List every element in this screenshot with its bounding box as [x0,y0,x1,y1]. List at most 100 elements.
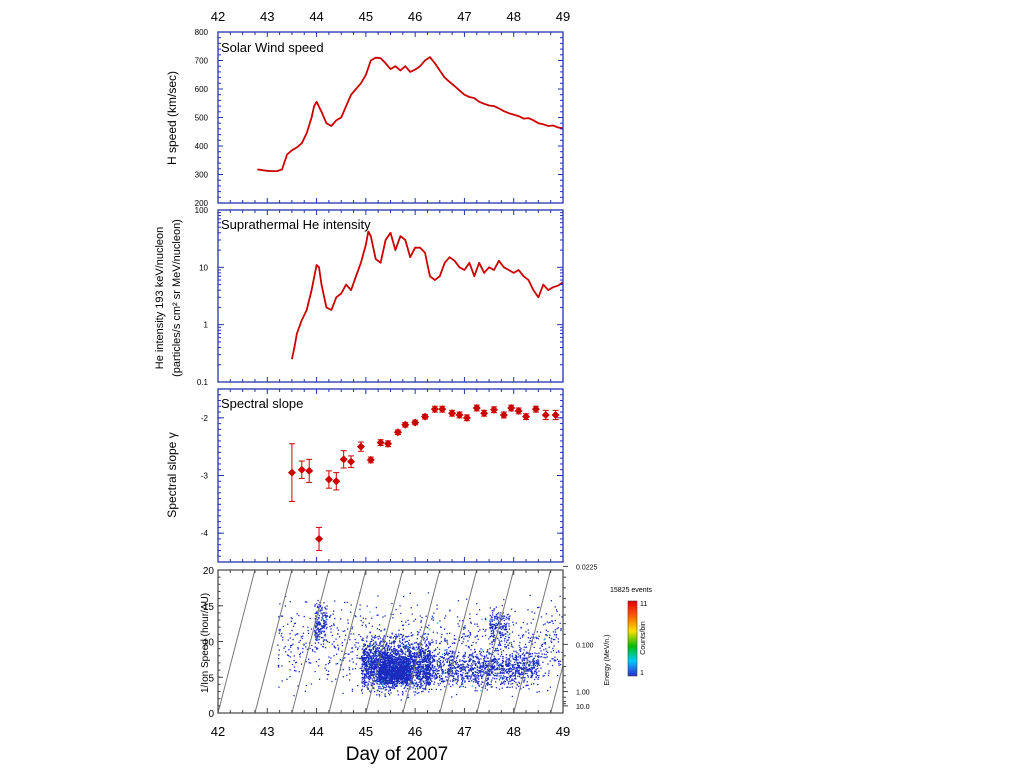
slope-point [339,455,348,464]
x-tick-label-bottom: 48 [506,724,520,739]
x-tick-label-top: 44 [309,9,323,24]
slope-point [490,405,498,414]
panel1-ytick-label: 200 [195,199,209,208]
slope-point [332,477,341,486]
panel1-ytick-label: 600 [195,85,209,94]
dispersion-line [254,570,293,713]
energy-tick-label: 1.00 [576,690,590,697]
slope-point [430,405,439,414]
panel3-ytick-label: -3 [201,472,209,481]
slope-point [324,475,333,484]
panel1-ytick-label: 500 [195,114,209,123]
slope-point [448,409,457,418]
panel3-title: Spectral slope [221,396,303,411]
panel4-ylabel: 1/Ion Speed (hour/AU) [200,593,211,693]
x-tick-label-top: 49 [556,9,570,24]
dispersion-line [218,570,256,713]
slope-point [438,405,447,414]
panel4-ytick-label: 5 [208,673,214,684]
panel2-ytick-label: 1 [204,321,209,330]
panel2-ylabel: He intensity 193 keV/nucleon [154,227,166,369]
panel1-frame [217,31,564,204]
slope-point [499,410,508,419]
dispersion-line [513,570,552,713]
slope-point [315,534,324,543]
slope-point [401,420,410,429]
x-tick-label-top: 43 [260,9,274,24]
panel3-ytick-label: -4 [201,529,209,538]
panel2-title: Suprathermal He intensity [221,217,371,232]
panel3-ytick-label: -2 [201,414,209,423]
panel1-ytick-label: 800 [195,28,209,37]
slope-point [531,405,540,414]
panel3-ylabel: Spectral slope γ [165,432,179,517]
x-tick-label-bottom: 43 [260,724,274,739]
slope-point [347,457,356,466]
x-tick-label-bottom: 42 [211,724,225,739]
x-tick-label-bottom: 46 [408,724,422,739]
slope-point [507,404,516,413]
slope-point [376,438,385,447]
x-tick-label-top: 47 [457,9,471,24]
dispersion-line [328,570,367,713]
x-tick-label-bottom: 49 [556,724,570,739]
slope-point [480,409,489,418]
x-tick-label-bottom: 45 [359,724,373,739]
dispersion-line [402,570,441,713]
x-tick-label-top: 46 [408,9,422,24]
colorbar [627,600,638,677]
slope-point [411,418,420,427]
panel1-title: Solar Wind speed [221,40,324,55]
colorbar-min-label: 1 [640,670,644,677]
slope-point [551,410,560,419]
energy-tick-label: 0.100 [576,642,594,649]
dispersion-line [476,570,515,713]
panel4-right-axis-label: Energy (MeV/n.) [604,635,611,686]
x-tick-label-top: 45 [359,9,373,24]
he-intensity-line [291,230,564,360]
panel2-ytick-label: 10 [199,263,208,272]
panel4-frame [217,569,564,714]
slope-point [462,413,471,422]
slope-point [287,468,296,477]
events-count-label: 15825 events [610,587,653,594]
dispersion-line [439,570,478,713]
slope-point [356,442,365,451]
panel4-ytick-label: 10 [203,638,215,649]
dispersion-line [365,570,404,713]
slope-point [366,455,375,464]
x-tick-label-bottom: 44 [309,724,323,739]
ion-event-points [218,570,563,713]
slope-point [421,412,429,421]
energy-tick-label: 0.0225 [576,564,598,571]
panel1-ytick-label: 300 [195,171,209,180]
panel1-ytick-label: 700 [195,57,209,66]
panel2-ylabel-units: (particles/s cm² sr MeV/nucleon) [171,219,183,377]
panel4-ytick-label: 15 [203,602,215,613]
slope-point [514,406,523,415]
dispersion-line [291,570,330,713]
panel4-ytick-label: 0 [208,709,214,720]
panel2-ytick-label: 100 [195,206,209,215]
x-tick-label-top: 42 [211,9,225,24]
solar-wind-speed-line [257,56,564,173]
x-tick-label-top: 48 [506,9,520,24]
slope-point [455,410,464,419]
slope-point [297,465,306,474]
panel3-frame [217,388,564,563]
panel1-ylabel: H speed (km/sec) [165,71,179,165]
slope-point [384,439,393,448]
slope-point [541,410,550,419]
panel2-ytick-label: 0.1 [197,378,209,387]
panel1-ytick-label: 400 [195,142,209,151]
colorbar-label: Counts/bin [640,621,647,655]
energy-tick-label: 10.0 [576,704,590,711]
panel4-ytick-label: 20 [203,566,215,577]
colorbar-max-label: 11 [640,601,647,608]
slope-point [305,466,314,475]
slope-point [472,404,481,413]
dispersion-line [550,663,563,713]
x-axis-label: Day of 2007 [346,744,448,765]
slope-point [522,412,531,421]
